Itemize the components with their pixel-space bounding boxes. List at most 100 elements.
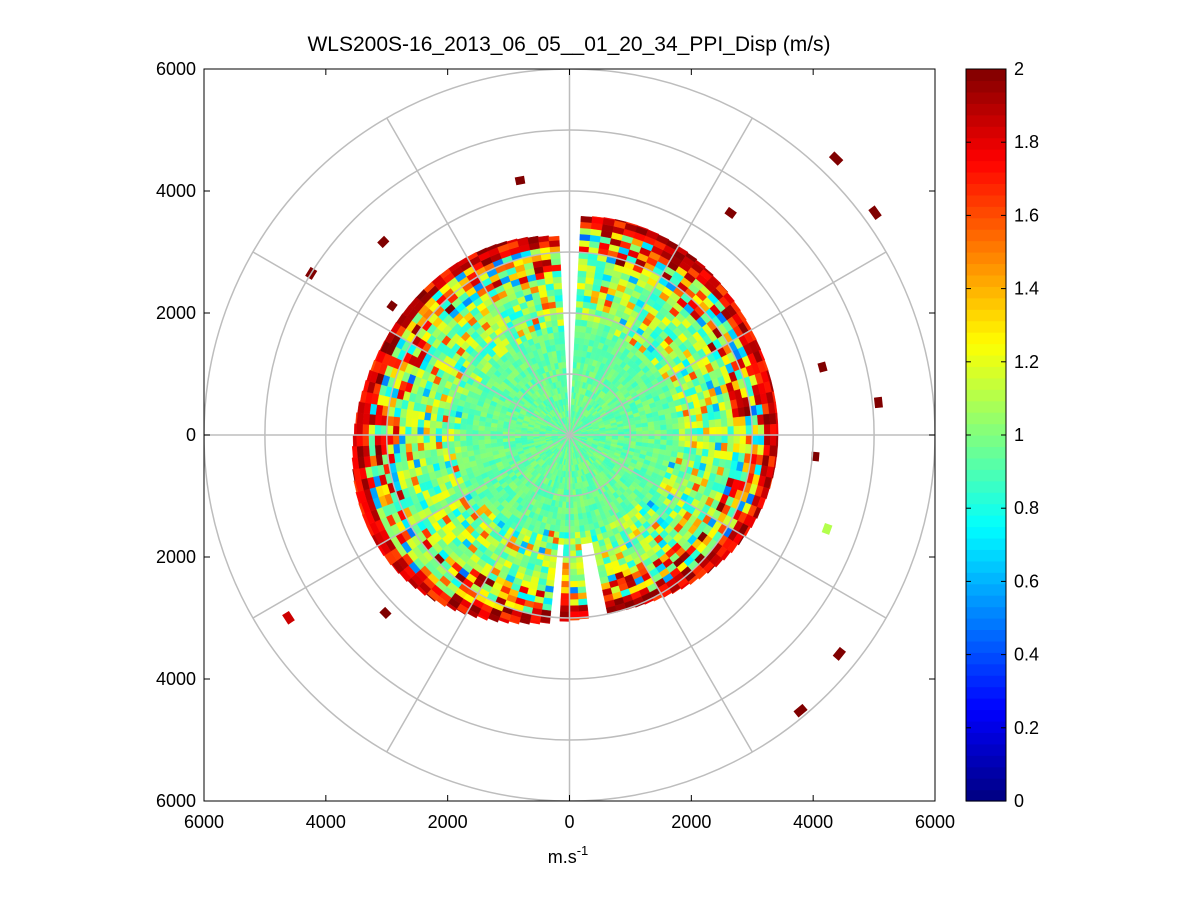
x-tick-label: 2000	[671, 812, 711, 832]
scan-cell	[472, 425, 478, 430]
scan-cell	[430, 449, 437, 457]
scan-cell	[405, 426, 411, 435]
scan-cell	[584, 289, 592, 296]
colorbar-segment	[966, 263, 1006, 275]
scan-cell	[405, 435, 411, 444]
colorbar-segment	[966, 366, 1006, 378]
scan-cell	[578, 264, 587, 271]
colorbar-segment	[966, 641, 1006, 653]
scan-cell	[423, 427, 429, 435]
scan-cell	[551, 543, 558, 550]
scan-cell	[642, 423, 649, 428]
scan-cell	[547, 574, 555, 581]
scan-cell	[579, 240, 590, 247]
scan-cell	[563, 563, 570, 569]
scan-cell	[393, 444, 400, 454]
scan-cell	[354, 424, 356, 435]
scattered-return	[517, 178, 524, 184]
colorbar-segment	[966, 527, 1006, 539]
scan-cell	[580, 531, 586, 538]
scan-cell	[577, 283, 585, 290]
scan-cell	[685, 435, 691, 441]
x-tick-label: 4000	[306, 812, 346, 832]
scan-cell	[393, 435, 399, 444]
scan-cell	[578, 593, 587, 600]
colorbar-tick-label: 1.8	[1014, 132, 1039, 152]
scan-cell	[667, 435, 673, 440]
scan-cell	[549, 302, 557, 309]
scan-cell	[578, 599, 587, 606]
scan-cell	[703, 420, 710, 428]
scan-cell	[411, 427, 417, 435]
scan-cell	[393, 426, 399, 435]
scan-cell	[548, 296, 556, 303]
colorbar-segment	[966, 755, 1006, 767]
scan-cell	[554, 338, 560, 345]
y-tick-label: 6000	[156, 791, 196, 811]
scan-cell	[575, 319, 581, 326]
scan-cell	[358, 402, 365, 414]
colorbar-segment	[966, 218, 1006, 230]
x-tick-label: 2000	[428, 812, 468, 832]
scan-cell	[618, 429, 624, 432]
scattered-return	[824, 525, 831, 533]
scan-cell	[357, 446, 364, 457]
colorbar-segment	[966, 69, 1006, 81]
scan-cell	[722, 427, 728, 435]
scan-cell	[679, 423, 686, 429]
colorbar-segment	[966, 275, 1006, 287]
colorbar-tick-label: 2	[1014, 59, 1024, 79]
scan-cell	[570, 539, 576, 545]
scan-cell	[580, 222, 592, 229]
scan-cell	[572, 484, 575, 490]
scan-cell	[654, 425, 660, 430]
scan-cell	[460, 440, 467, 446]
x-tick-label: 6000	[184, 812, 224, 832]
colorbar-segment	[966, 206, 1006, 218]
scan-cell	[660, 440, 666, 445]
scan-cell	[581, 320, 588, 327]
scan-cell	[467, 450, 474, 456]
scan-cell	[734, 435, 740, 444]
scan-cell	[387, 435, 393, 445]
x-axis-label-base: m.s	[548, 847, 577, 867]
colorbar-segment	[966, 298, 1006, 310]
scan-cell	[654, 421, 661, 426]
colorbar-segment	[966, 401, 1006, 413]
scan-cell	[763, 414, 770, 425]
scan-cell	[727, 443, 734, 452]
colorbar-segment	[966, 229, 1006, 241]
scan-cell	[454, 423, 461, 429]
scan-cell	[708, 450, 715, 458]
scattered-return	[813, 453, 818, 460]
scan-cell	[448, 435, 454, 441]
scan-cell	[356, 424, 362, 435]
scan-cell	[580, 537, 586, 544]
scan-cell	[703, 435, 709, 442]
scan-cell	[454, 429, 460, 435]
scan-cell	[716, 427, 722, 435]
colorbar-tick-label: 0	[1014, 791, 1024, 811]
scan-cell	[578, 605, 588, 612]
scan-cell	[776, 435, 778, 446]
colorbar-segment	[966, 469, 1006, 481]
scan-cell	[554, 283, 562, 290]
scan-cell	[369, 445, 376, 456]
scan-cell	[485, 443, 492, 448]
scan-cell	[758, 425, 764, 435]
scan-cell	[405, 443, 412, 452]
scan-cell	[423, 435, 429, 443]
scan-cell	[454, 441, 461, 447]
scan-cell	[564, 539, 570, 545]
colorbar-segment	[966, 92, 1006, 104]
colorbar-segment	[966, 618, 1006, 630]
scan-cell	[576, 562, 583, 569]
scan-cell	[509, 438, 515, 442]
scan-cell	[393, 417, 400, 427]
scan-cell	[577, 581, 585, 588]
scan-cell	[727, 418, 734, 427]
scan-cell	[472, 430, 478, 435]
scan-cell	[460, 424, 467, 430]
scan-cell	[417, 427, 423, 435]
